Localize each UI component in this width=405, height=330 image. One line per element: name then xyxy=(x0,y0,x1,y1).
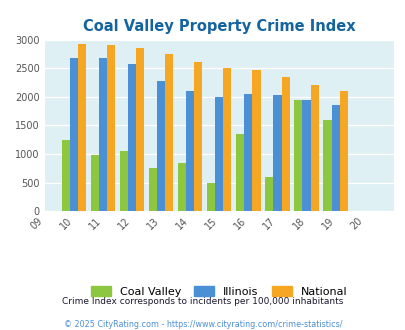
Bar xyxy=(70,58,78,211)
Bar xyxy=(90,155,98,211)
Bar xyxy=(185,91,194,211)
Text: Crime Index corresponds to incidents per 100,000 inhabitants: Crime Index corresponds to incidents per… xyxy=(62,297,343,306)
Bar xyxy=(302,100,310,211)
Bar xyxy=(252,70,260,211)
Bar xyxy=(194,62,202,211)
Legend: Coal Valley, Illinois, National: Coal Valley, Illinois, National xyxy=(86,282,351,302)
Bar xyxy=(236,134,244,211)
Bar xyxy=(119,151,128,211)
Bar xyxy=(98,58,107,211)
Bar xyxy=(264,177,273,211)
Bar xyxy=(339,91,347,211)
Bar xyxy=(223,68,231,211)
Bar xyxy=(310,85,318,211)
Bar xyxy=(207,182,215,211)
Title: Coal Valley Property Crime Index: Coal Valley Property Crime Index xyxy=(83,19,355,34)
Bar xyxy=(331,105,339,211)
Bar xyxy=(128,64,136,211)
Bar xyxy=(215,97,223,211)
Bar xyxy=(149,168,157,211)
Bar xyxy=(165,54,173,211)
Bar xyxy=(177,163,185,211)
Bar xyxy=(136,48,144,211)
Text: © 2025 CityRating.com - https://www.cityrating.com/crime-statistics/: © 2025 CityRating.com - https://www.city… xyxy=(64,320,341,329)
Bar xyxy=(273,95,281,211)
Bar xyxy=(107,45,115,211)
Bar xyxy=(294,100,302,211)
Bar xyxy=(157,81,165,211)
Bar xyxy=(78,44,86,211)
Bar xyxy=(323,120,331,211)
Bar xyxy=(281,77,289,211)
Bar xyxy=(62,140,70,211)
Bar xyxy=(244,94,252,211)
